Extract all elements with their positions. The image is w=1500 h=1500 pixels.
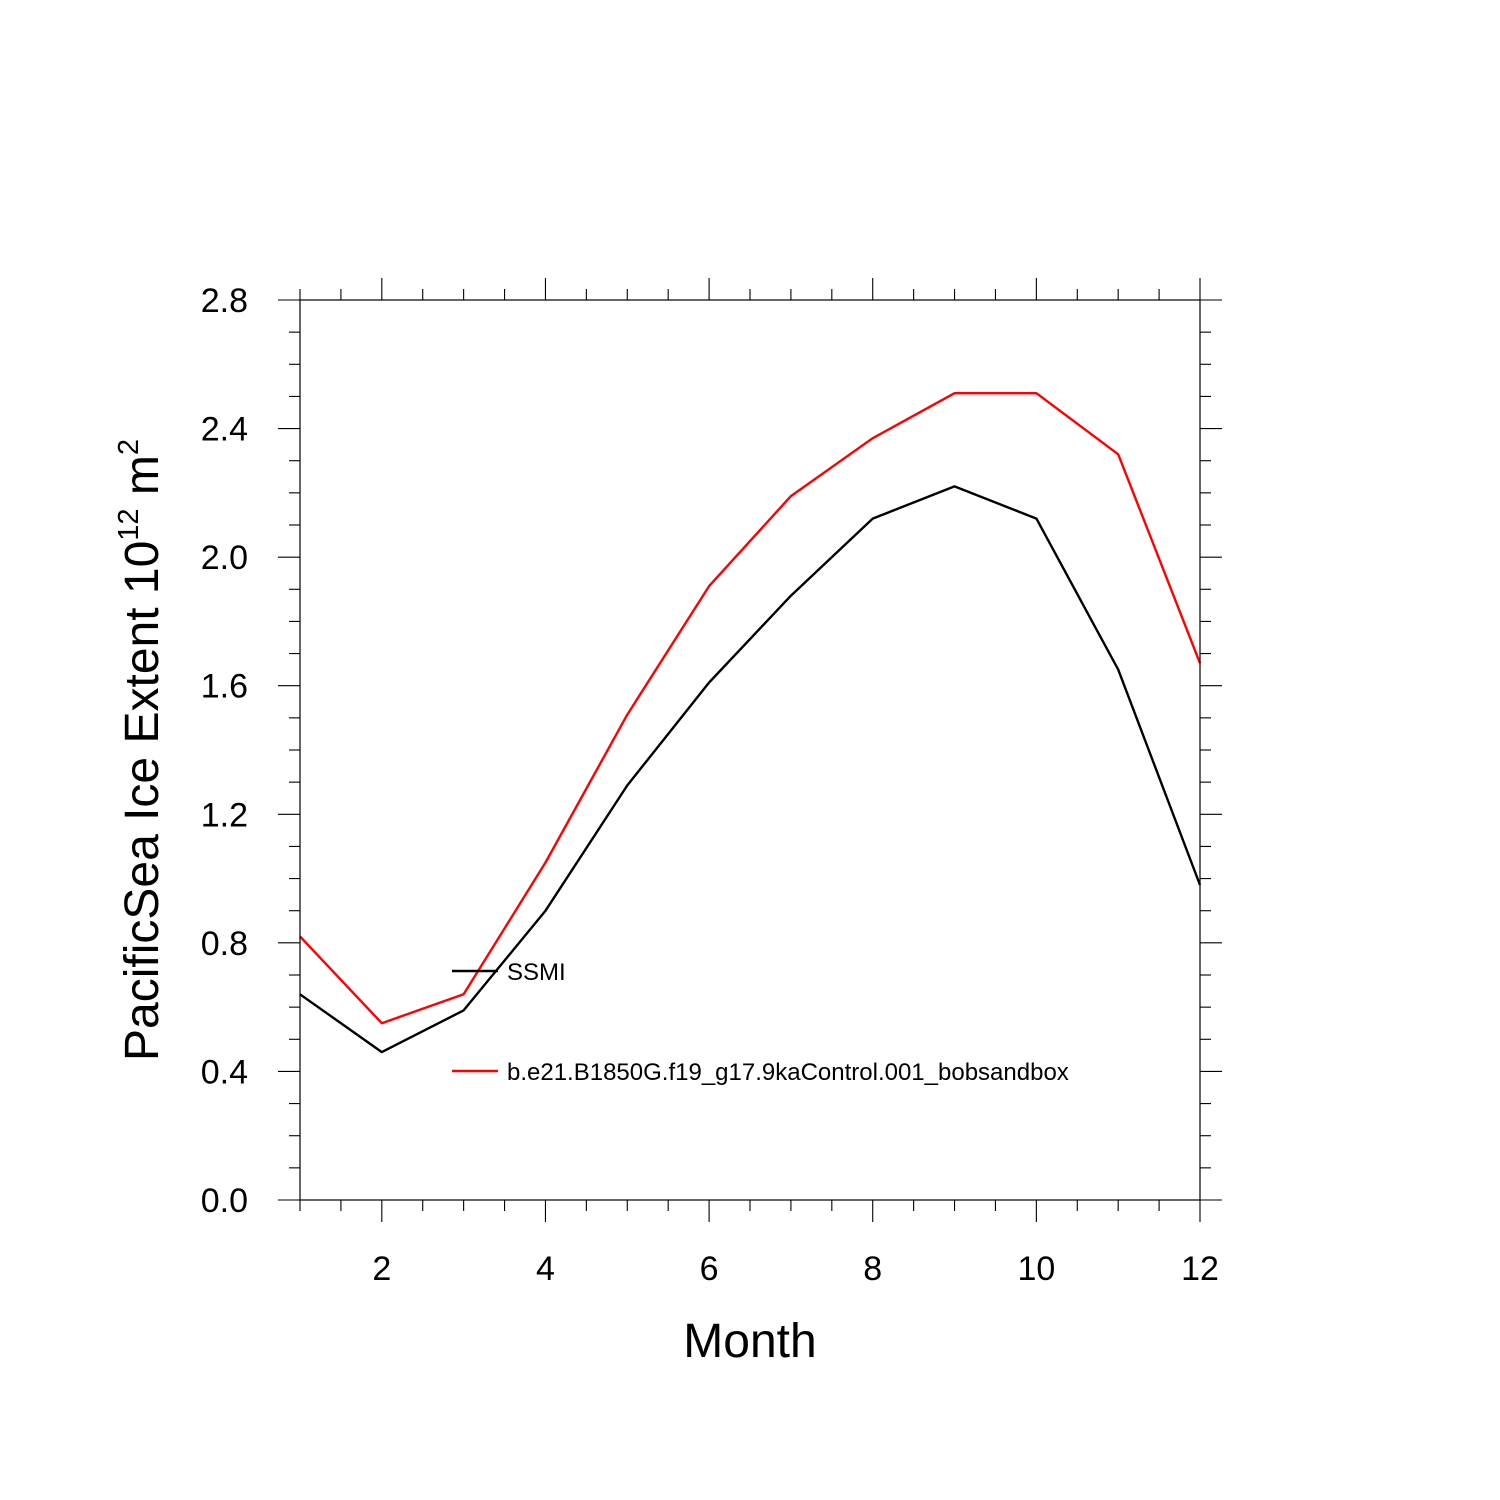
y-tick-label: 2.8 <box>201 282 248 320</box>
y-axis-title: PacificSea Ice Extent 1012 m2 <box>113 439 169 1061</box>
x-tick-label: 8 <box>863 1250 882 1288</box>
x-tick-label: 2 <box>372 1250 391 1288</box>
y-axis-title-unit: m <box>116 455 169 508</box>
x-tick-label: 10 <box>1017 1250 1055 1288</box>
series-1 <box>299 485 1202 1054</box>
x-tick-label: 6 <box>700 1250 719 1288</box>
tick-layer <box>278 278 1222 1222</box>
y-tick-label: 0.4 <box>201 1053 248 1091</box>
y-tick-label: 1.6 <box>201 668 248 706</box>
y-axis-title-main: PacificSea Ice Extent 10 <box>116 541 169 1061</box>
series-layer <box>299 392 1202 1054</box>
y-tick-label: 2.4 <box>201 411 248 449</box>
legend-label: SSMI <box>507 959 566 986</box>
series-2 <box>299 392 1202 1025</box>
series-line <box>299 485 1202 1054</box>
x-axis-title: Month <box>683 1315 816 1368</box>
y-axis-title-sup-2: 2 <box>113 439 145 455</box>
legend-label: b.e21.B1850G.f19_g17.9kaControl.001_bobs… <box>507 1059 1069 1086</box>
y-tick-labels: 0.0 0.4 0.8 1.2 1.6 2.0 2.4 2.8 <box>201 282 248 1220</box>
y-tick-label: 1.2 <box>201 796 248 834</box>
y-tick-label: 0.0 <box>201 1182 248 1220</box>
legend: SSMI b.e21.B1850G.f19_g17.9kaControl.001_… <box>452 959 1069 1086</box>
y-axis-title-sup-1: 12 <box>113 508 145 540</box>
x-tick-label: 12 <box>1181 1250 1219 1288</box>
series-line <box>299 392 1202 1025</box>
plot-frame <box>299 299 1201 1201</box>
x-tick-label: 4 <box>536 1250 555 1288</box>
x-tick-labels: 2 4 6 8 10 12 <box>372 1250 1219 1288</box>
y-tick-label: 0.8 <box>201 925 248 963</box>
y-tick-label: 2.0 <box>201 539 248 577</box>
